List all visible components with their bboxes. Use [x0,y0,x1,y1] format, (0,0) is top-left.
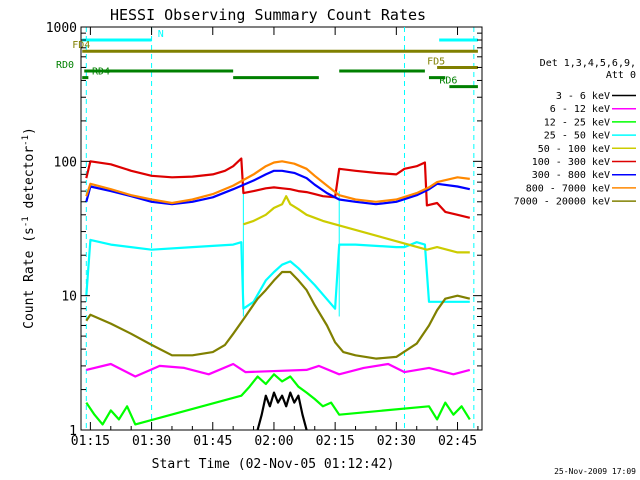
y-tick-label: 1 [69,424,77,439]
legend-title-line: Det 1,3,4,5,6,9, [540,58,636,69]
chart-title: HESSI Observing Summary Count Rates [110,6,426,24]
series-line [243,195,470,254]
legend-entry-label: 3 - 6 keV [556,91,610,102]
state-bar-label: RD4 [92,67,110,78]
y-tick-label: 100 [54,155,77,170]
state-bar-label: RD6 [439,76,457,87]
series-lines [85,157,471,431]
series-line [85,160,470,205]
x-tick-label: 02:00 [254,434,293,449]
series-line [85,169,471,206]
legend-entry-label: 100 - 300 keV [532,157,610,168]
plot-frame [80,26,483,431]
legend-entry-label: 7000 - 20000 keV [514,197,610,208]
state-bar-label: FD5 [427,56,445,67]
legend-entry-label: 50 - 100 keV [538,144,610,155]
series-line [85,157,471,219]
x-tick-label: 02:45 [438,434,477,449]
x-tick-label: 02:30 [377,434,416,449]
state-bar-label: RD0 [56,60,74,71]
legend-entry-label: 800 - 7000 keV [526,183,610,194]
state-bar-label: FD4 [72,40,90,51]
x-tick-label: 02:15 [316,434,355,449]
x-tick-label: 01:45 [193,434,232,449]
legend-entry-label: 300 - 800 keV [532,170,610,181]
series-line [86,362,471,378]
state-bar-label: N [158,29,164,40]
series-line [85,373,471,426]
series-line [85,270,471,360]
series-line [85,238,470,310]
x-axis-label: Start Time (02-Nov-05 01:12:42) [152,457,395,472]
time-markers [85,27,475,430]
legend: Det 1,3,4,5,6,9,Att 0 3 - 6 keV 6 - 12 keV… [514,58,636,208]
y-axis-label: Count Rate (s-1 detector-1) [21,127,37,329]
y-tick-label: 10 [61,290,77,305]
footer-timestamp: 25-Nov-2009 17:09 [554,467,636,476]
y-tick-label: 1000 [46,21,77,36]
legend-entry-label: 25 - 50 keV [544,131,610,142]
axes: 01:15 01:30 01:45 02:00 02:15 02:30 02:45 1 10 10… [46,21,482,449]
legend-entry-label: 6 - 12 keV [550,104,610,115]
x-tick-label: 01:30 [132,434,171,449]
legend-entry-label: 12 - 25 keV [544,117,610,128]
x-tick-label: 01:15 [71,434,110,449]
legend-title-line: Att 0 [606,70,636,81]
series-line [256,391,308,431]
state-bars: N FD4 FD5 RD0 RD4 RD6 [56,29,478,89]
